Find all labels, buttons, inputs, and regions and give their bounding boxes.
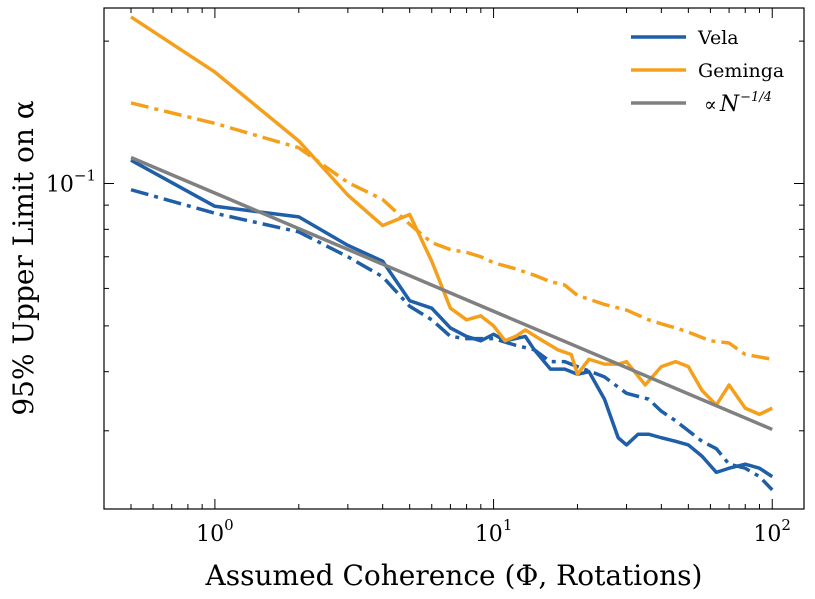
legend-label-geminga: Geminga [698,60,784,82]
y-tick-label-0: 10−1 [46,167,96,198]
x-tick-label-1: 101 [475,516,513,547]
legend-variable-n: N [719,92,740,117]
x-tick-label-0: 100 [196,516,234,547]
series-layer [130,15,774,492]
x-tick-label-2: 102 [753,516,791,547]
legend-exponent: −1/4 [740,90,772,105]
series-line-4 [130,155,773,432]
legend: Vela Geminga ∝ N−1/4 [631,27,784,117]
x-axis-label: Assumed Coherence (Φ, Rotations) [205,559,703,592]
legend-label-scaling: ∝ N−1/4 [704,90,772,117]
plot-frame [103,7,805,510]
series-line-0 [130,158,774,479]
legend-proportional-symbol: ∝ [704,94,717,116]
y-axis-label: 95% Upper Limit on α [7,100,40,415]
legend-label-vela: Vela [697,27,739,49]
series-line-3 [130,101,773,361]
tick-label-layer: 100 101 102 10−1 [46,167,791,548]
series-line-2 [130,15,774,417]
tick-layer [103,8,804,509]
series-line-1 [130,188,774,492]
